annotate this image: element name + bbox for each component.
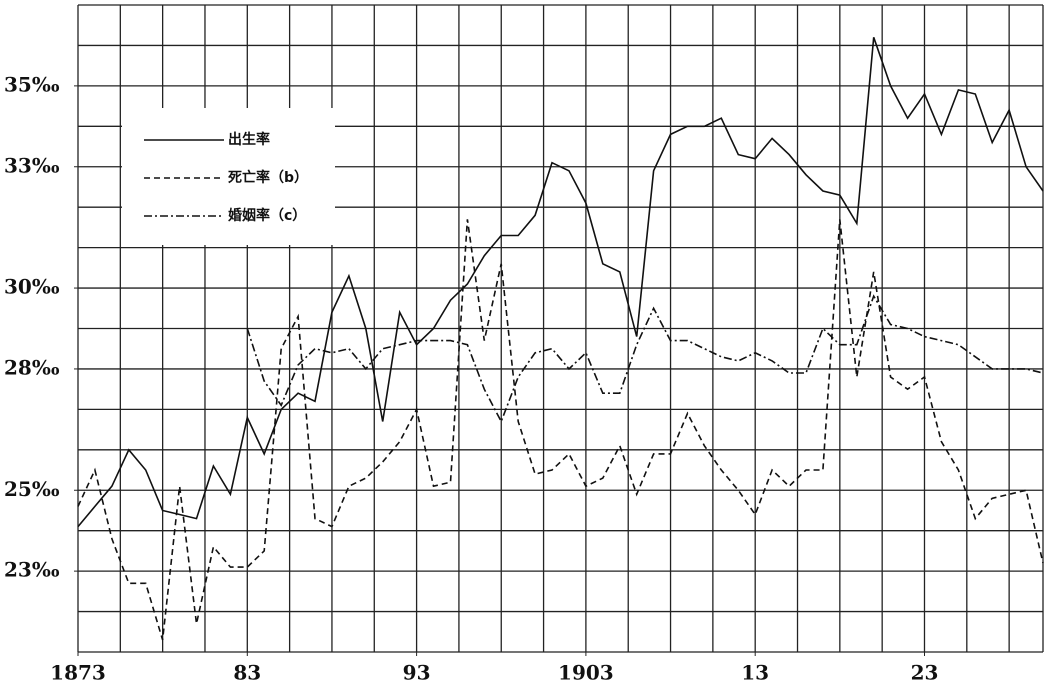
x-tick-label: 93 (403, 661, 431, 685)
x-tick-label: 83 (233, 661, 261, 685)
y-tick-label: 28‰ (4, 355, 60, 379)
y-tick-label: 33‰ (4, 153, 60, 177)
x-tick-label: 1903 (558, 661, 614, 685)
x-tick-label: 1873 (50, 661, 106, 685)
y-tick-label: 25‰ (4, 477, 60, 501)
legend-label: 婚姻率（c） (228, 207, 306, 224)
legend-label: 出生率 (228, 131, 270, 148)
data-line (77, 37, 1044, 528)
x-tick-label: 23 (911, 661, 939, 685)
x-tick-label: 13 (741, 661, 769, 685)
data-line (77, 219, 1044, 641)
y-tick-label: 35‰ (4, 72, 60, 96)
legend-label: 死亡率（b） (227, 169, 308, 186)
y-tick-label: 30‰ (4, 275, 60, 299)
legend-box (122, 108, 335, 245)
y-tick-label: 23‰ (4, 558, 60, 582)
data-line (246, 294, 1044, 424)
